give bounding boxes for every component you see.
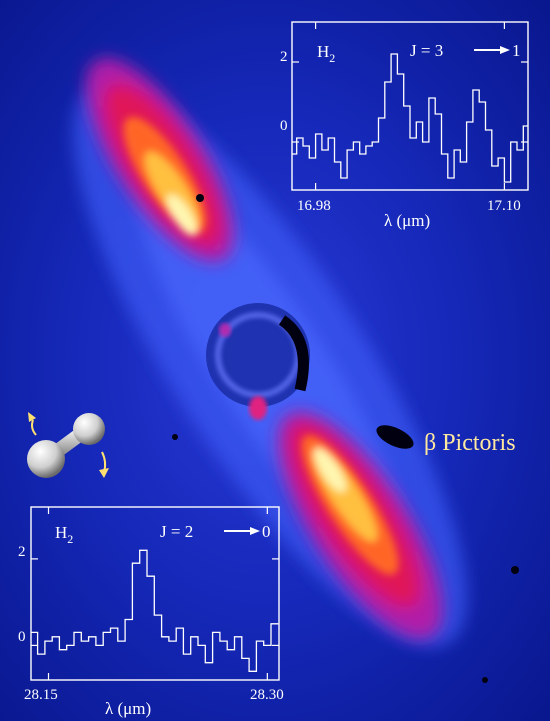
spectrum-inset-lower: H2 J = 2 0 2 0 28.15 28.30 λ (μm) bbox=[18, 506, 284, 718]
plot-frame bbox=[30, 506, 280, 681]
x-tick-label: 17.10 bbox=[487, 198, 521, 214]
spectrum-line bbox=[292, 53, 528, 183]
species-label: H2 bbox=[317, 42, 335, 65]
object-label: β Pictoris bbox=[424, 430, 516, 456]
y-tick-label: 2 bbox=[280, 49, 288, 65]
x-tick-label: 28.30 bbox=[250, 687, 284, 703]
transition-arrow bbox=[224, 527, 260, 535]
axis-ticks bbox=[31, 507, 279, 680]
transition-target: 0 bbox=[262, 522, 271, 541]
axis-ticks bbox=[292, 22, 528, 190]
y-tick-label: 0 bbox=[18, 629, 26, 645]
transition-label: J = 3 bbox=[410, 41, 443, 60]
spectrum-inset-upper: H2 J = 3 1 2 0 16.98 17.10 λ (μm) bbox=[280, 21, 529, 230]
central-ring bbox=[206, 303, 310, 420]
h2-dumbbell-icon bbox=[27, 412, 109, 478]
disk-lobe-lower-core bbox=[301, 435, 399, 575]
transition-arrow bbox=[474, 46, 510, 54]
x-tick-label: 28.15 bbox=[24, 687, 58, 703]
transition-target: 1 bbox=[512, 41, 521, 60]
x-axis-label: λ (μm) bbox=[105, 699, 151, 718]
transition-label: J = 2 bbox=[160, 522, 193, 541]
species-label: H2 bbox=[55, 523, 73, 546]
spectrum-line bbox=[31, 549, 279, 672]
x-tick-label: 16.98 bbox=[297, 198, 331, 214]
y-tick-label: 0 bbox=[280, 118, 288, 134]
x-axis-label: λ (μm) bbox=[384, 211, 430, 230]
disk-lobe-upper-core bbox=[123, 116, 207, 236]
dark-artifacts bbox=[172, 194, 519, 683]
y-tick-label: 2 bbox=[18, 544, 26, 560]
plot-frame bbox=[291, 21, 529, 191]
